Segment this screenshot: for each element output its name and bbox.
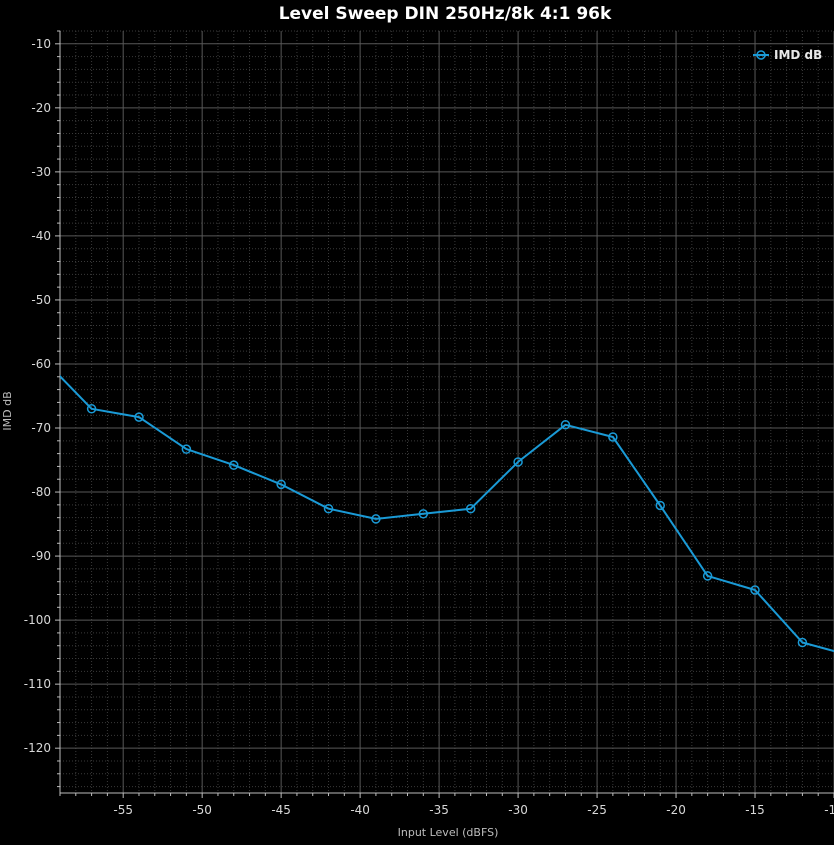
data-point <box>655 500 665 511</box>
y-tick-label: -100 <box>24 613 51 627</box>
data-point <box>418 509 429 519</box>
y-tick-label: -30 <box>31 165 51 179</box>
y-tick-label: -120 <box>24 741 51 755</box>
y-tick-label: -110 <box>24 677 51 691</box>
y-axis-ticks: -10 -20 -30 -40 -50 -60 -70 -80 -90 -100 -110 -120 <box>24 37 51 755</box>
data-point <box>181 444 192 454</box>
y-tick-label: -40 <box>31 229 51 243</box>
x-tick-label: -40 <box>350 803 370 817</box>
x-tick-label: -30 <box>508 803 528 817</box>
data-point <box>702 571 713 581</box>
data-point <box>465 503 476 514</box>
data-point <box>608 432 618 442</box>
minor-grid <box>59 30 834 793</box>
data-point <box>797 637 808 648</box>
x-tick-label: -20 <box>666 803 686 817</box>
axes <box>55 30 834 798</box>
legend-marker-swatch <box>756 50 766 60</box>
chart-title: Level Sweep DIN 250Hz/8k 4:1 96k <box>279 4 612 24</box>
data-point <box>229 460 239 470</box>
x-axis-ticks: -55 -50 -45 -40 -35 -30 -25 -20 -15 -10 <box>113 803 834 817</box>
legend[interactable]: IMD dB <box>753 48 822 62</box>
series-line-imd-db <box>60 374 834 653</box>
x-axis-label: Input Level (dBFS) <box>398 826 499 839</box>
data-point <box>323 503 334 514</box>
major-grid <box>60 31 834 793</box>
y-tick-label: -80 <box>31 485 51 499</box>
x-tick-label: -45 <box>271 803 291 817</box>
data-point <box>513 457 523 467</box>
x-tick-label: -10 <box>824 803 834 817</box>
x-tick-label: -55 <box>113 803 133 817</box>
y-tick-label: -90 <box>31 549 51 563</box>
legend-label-imd-db: IMD dB <box>774 48 822 62</box>
data-point <box>371 514 381 524</box>
data-point <box>86 404 97 414</box>
data-point <box>560 420 571 430</box>
y-tick-label: -50 <box>31 293 51 307</box>
x-tick-label: -25 <box>587 803 607 817</box>
y-tick-label: -20 <box>31 101 51 115</box>
plot-area <box>60 374 834 653</box>
y-axis-label: IMD dB <box>1 391 14 430</box>
x-tick-label: -35 <box>429 803 449 817</box>
y-tick-label: -10 <box>31 37 51 51</box>
x-tick-label: -50 <box>192 803 212 817</box>
data-point <box>134 412 144 422</box>
y-tick-label: -60 <box>31 357 51 371</box>
data-point <box>276 479 286 490</box>
x-tick-label: -15 <box>745 803 765 817</box>
y-tick-label: -70 <box>31 421 51 435</box>
data-point <box>750 585 760 595</box>
